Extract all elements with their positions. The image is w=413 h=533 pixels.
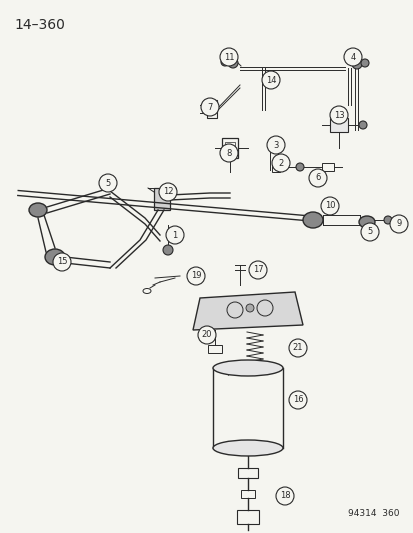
Circle shape	[351, 59, 361, 69]
Circle shape	[320, 197, 338, 215]
Text: 9: 9	[395, 220, 401, 229]
Circle shape	[360, 59, 368, 67]
Circle shape	[288, 391, 306, 409]
Polygon shape	[192, 292, 302, 330]
Ellipse shape	[302, 212, 322, 228]
Text: 20: 20	[201, 330, 212, 340]
Circle shape	[383, 216, 391, 224]
Bar	[206, 100, 216, 118]
Bar	[207, 345, 221, 353]
Bar	[321, 163, 333, 171]
Text: 2: 2	[278, 158, 283, 167]
Text: 17: 17	[252, 265, 263, 274]
Circle shape	[295, 163, 303, 171]
Circle shape	[360, 223, 378, 241]
Bar	[237, 468, 257, 478]
Circle shape	[329, 106, 347, 124]
Text: 18: 18	[279, 491, 290, 500]
Text: 14–360: 14–360	[14, 18, 65, 32]
Circle shape	[221, 58, 228, 66]
Circle shape	[219, 48, 237, 66]
Text: 16: 16	[292, 395, 303, 405]
Ellipse shape	[45, 249, 65, 265]
Bar	[154, 188, 170, 210]
Circle shape	[163, 245, 173, 255]
Text: 19: 19	[190, 271, 201, 280]
Circle shape	[187, 267, 204, 285]
Text: 8: 8	[226, 149, 231, 157]
Bar	[221, 138, 237, 158]
Circle shape	[228, 58, 237, 68]
Text: 5: 5	[366, 228, 372, 237]
Ellipse shape	[358, 216, 374, 228]
Circle shape	[166, 226, 183, 244]
Text: 15: 15	[57, 257, 67, 266]
Bar	[329, 118, 347, 132]
Circle shape	[389, 215, 407, 233]
Bar	[224, 142, 235, 154]
Circle shape	[397, 217, 403, 223]
Text: 94314  360: 94314 360	[348, 509, 399, 518]
Bar	[240, 490, 254, 498]
Text: 4: 4	[349, 52, 355, 61]
Bar	[271, 162, 279, 172]
Circle shape	[99, 174, 117, 192]
Circle shape	[201, 98, 218, 116]
Text: 11: 11	[223, 52, 234, 61]
Circle shape	[53, 253, 71, 271]
Circle shape	[245, 304, 254, 312]
Ellipse shape	[29, 203, 47, 217]
Text: 5: 5	[105, 179, 110, 188]
Ellipse shape	[212, 360, 282, 376]
Text: 6: 6	[315, 174, 320, 182]
Text: 3: 3	[273, 141, 278, 149]
Circle shape	[275, 487, 293, 505]
Text: 21: 21	[292, 343, 302, 352]
Text: 14: 14	[265, 76, 275, 85]
Bar	[236, 510, 259, 524]
Circle shape	[261, 71, 279, 89]
Circle shape	[219, 144, 237, 162]
Circle shape	[266, 136, 284, 154]
Circle shape	[308, 169, 326, 187]
Circle shape	[358, 121, 366, 129]
Text: 1: 1	[172, 230, 177, 239]
Circle shape	[343, 48, 361, 66]
Circle shape	[271, 154, 289, 172]
Text: 12: 12	[162, 188, 173, 197]
Circle shape	[197, 326, 216, 344]
Text: 10: 10	[324, 201, 335, 211]
Circle shape	[288, 339, 306, 357]
Text: 7: 7	[207, 102, 212, 111]
Circle shape	[248, 261, 266, 279]
Ellipse shape	[212, 440, 282, 456]
Circle shape	[159, 183, 177, 201]
Text: 13: 13	[333, 110, 344, 119]
